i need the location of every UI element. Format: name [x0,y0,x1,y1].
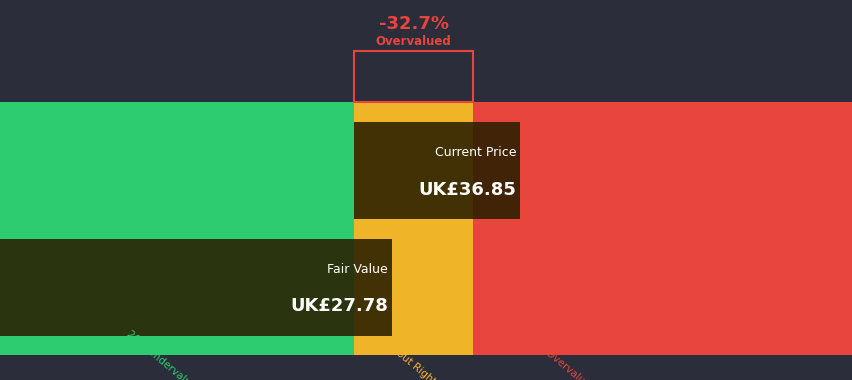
Bar [354,219,473,239]
Bar [0,219,354,239]
Bar [0,102,354,122]
Bar [0,336,354,355]
Bar [473,239,852,336]
Bar [0,122,354,219]
Bar [354,102,473,122]
Text: Overvalued: Overvalued [376,35,451,48]
Text: About Right: About Right [383,339,437,380]
Text: Fair Value: Fair Value [327,263,388,276]
Text: Current Price: Current Price [434,146,515,160]
Bar [0,239,392,336]
Bar [354,239,473,336]
Text: 20% Overvalued: 20% Overvalued [523,331,596,380]
Bar [473,122,852,219]
Bar [354,122,473,219]
Bar [0,239,354,336]
Text: UK£27.78: UK£27.78 [290,298,388,315]
Bar [354,122,520,219]
Bar [354,336,473,355]
Bar [473,219,852,239]
Bar [473,102,852,122]
Text: 20% Undervalued: 20% Undervalued [124,329,202,380]
Text: UK£36.85: UK£36.85 [417,181,515,199]
Bar [473,336,852,355]
Text: -32.7%: -32.7% [378,15,448,33]
Bar [354,51,473,102]
